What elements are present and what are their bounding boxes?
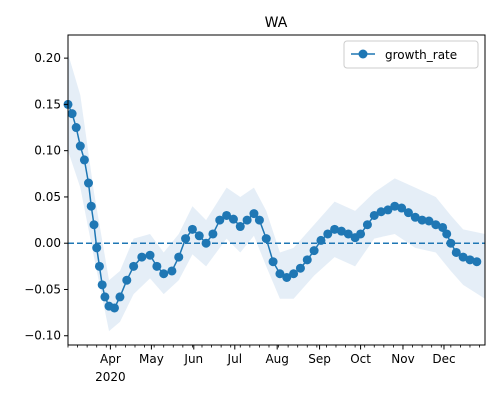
data-point xyxy=(174,252,184,262)
legend-marker xyxy=(358,49,368,59)
data-point xyxy=(465,255,475,265)
data-point xyxy=(362,220,372,230)
data-point xyxy=(100,292,110,302)
y-tick-label: −0.05 xyxy=(24,282,61,296)
data-point xyxy=(129,261,139,271)
data-point xyxy=(458,252,468,262)
data-point xyxy=(282,272,292,282)
data-point xyxy=(145,250,155,260)
data-point xyxy=(376,207,386,217)
data-point xyxy=(122,275,132,285)
data-point xyxy=(403,208,413,218)
y-tick-label: 0.10 xyxy=(34,144,61,158)
data-point xyxy=(115,292,125,302)
data-point xyxy=(343,229,353,239)
data-point xyxy=(152,261,162,271)
data-point xyxy=(451,247,461,257)
y-tick-label: 0.05 xyxy=(34,190,61,204)
x-tick-label: Nov xyxy=(391,352,414,366)
y-tick-label: −0.10 xyxy=(24,329,61,343)
legend-box xyxy=(343,40,479,69)
data-point xyxy=(228,214,238,224)
data-point xyxy=(79,155,89,165)
data-point xyxy=(242,215,252,225)
legend-label: growth_rate xyxy=(385,48,457,62)
y-tick-label: 0.00 xyxy=(34,236,61,250)
data-point xyxy=(424,216,434,226)
x-tick-label: May xyxy=(139,352,164,366)
data-point xyxy=(289,269,299,279)
data-point xyxy=(330,224,340,234)
data-point xyxy=(215,215,225,225)
data-point xyxy=(84,178,94,188)
data-point xyxy=(336,226,346,236)
chart-title: WA xyxy=(265,15,288,31)
data-point xyxy=(472,257,482,267)
data-point xyxy=(89,220,99,230)
x-tick-label: Oct xyxy=(350,352,371,366)
data-point xyxy=(159,269,169,279)
x-year-label: 2020 xyxy=(95,370,126,384)
data-point xyxy=(369,210,379,220)
data-point xyxy=(75,141,85,151)
x-tick-label: Jun xyxy=(183,352,203,366)
data-point xyxy=(249,209,259,219)
data-point xyxy=(302,255,312,265)
data-point xyxy=(261,234,271,244)
data-point xyxy=(235,222,245,232)
data-point xyxy=(446,238,456,248)
data-point xyxy=(208,229,218,239)
data-point xyxy=(71,123,81,133)
data-point xyxy=(194,231,204,241)
data-point xyxy=(316,235,326,245)
data-point xyxy=(438,222,448,232)
data-point xyxy=(390,201,400,211)
data-point xyxy=(383,205,393,215)
data-point xyxy=(201,238,211,248)
y-tick-label: 0.15 xyxy=(34,97,61,111)
data-point xyxy=(323,229,333,239)
data-point xyxy=(268,257,278,267)
data-point xyxy=(137,252,147,262)
data-point xyxy=(410,212,420,222)
data-point xyxy=(92,243,102,253)
data-point xyxy=(86,201,96,211)
x-tick-label: Dec xyxy=(432,352,455,366)
legend: growth_rate xyxy=(343,40,479,69)
data-point xyxy=(442,229,452,239)
plot-area xyxy=(63,53,485,332)
confidence-band xyxy=(68,53,485,332)
data-point xyxy=(94,261,104,271)
y-tick-label: 0.20 xyxy=(34,51,61,65)
x-tick-label: Aug xyxy=(265,352,288,366)
data-point xyxy=(417,215,427,225)
data-point xyxy=(275,269,285,279)
x-tick-label: Apr xyxy=(100,352,121,366)
data-point xyxy=(356,229,366,239)
data-point xyxy=(222,210,232,220)
data-point xyxy=(254,215,264,225)
data-point xyxy=(97,280,107,290)
x-tick-label: Jul xyxy=(227,352,242,366)
x-tick-label: Sep xyxy=(308,352,331,366)
data-point xyxy=(295,263,305,273)
data-point xyxy=(181,234,191,244)
data-point xyxy=(67,109,77,119)
data-point xyxy=(109,303,119,313)
data-point xyxy=(397,203,407,213)
data-point xyxy=(431,220,441,230)
data-point xyxy=(167,266,177,276)
data-point xyxy=(309,246,319,256)
data-point xyxy=(187,224,197,234)
plot-frame xyxy=(67,34,486,346)
axes: −0.10 −0.05 0.00 0.05 0.10 0.15 0.20 Apr May Jun J… xyxy=(24,34,486,384)
